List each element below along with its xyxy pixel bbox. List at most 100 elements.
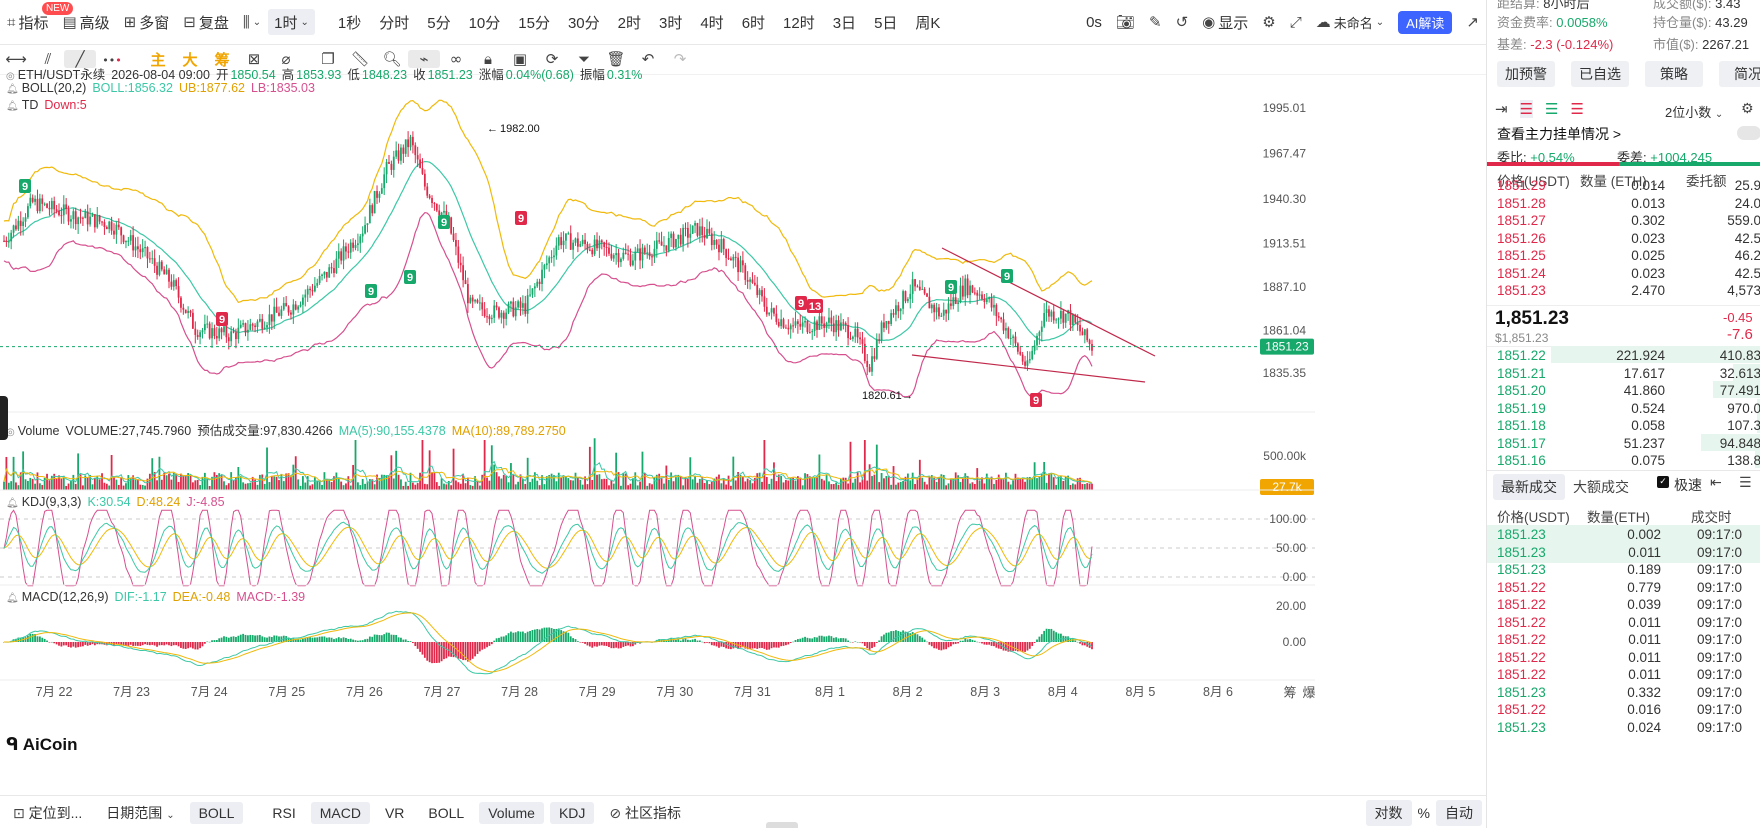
trade-row[interactable]: 1851.23 0.024 09:17:0 <box>1487 718 1760 738</box>
more-tools[interactable]: ••• <box>96 51 128 68</box>
macd-legend[interactable]: 🔔︎ MACD(12,26,9) DIF:-1.17 DEA:-0.48 MACD:-1… <box>6 590 306 604</box>
view-asks-icon[interactable]: ☰ <box>1570 100 1584 118</box>
sort-icon[interactable]: ⇤ <box>1710 474 1722 491</box>
date-range-dropdown[interactable]: 日期范围 ⌄ <box>106 804 175 821</box>
orderbook-row[interactable]: 1851.24 0.023 42.5 <box>1487 264 1760 284</box>
interval-tab[interactable]: 3时 <box>659 14 683 32</box>
volume-button[interactable]: Volume <box>479 801 544 824</box>
trade-filter-icon[interactable]: ☰ <box>1739 474 1752 491</box>
orderbook-row[interactable]: 1851.28 0.013 24.0 <box>1487 194 1760 214</box>
boll-sub-button[interactable]: BOLL <box>428 804 465 821</box>
interval-tab[interactable]: 1时 ⌄ <box>268 9 315 35</box>
trade-row[interactable]: 1851.23 0.011 09:17:0 <box>1487 542 1760 563</box>
settings-button[interactable]: ⚙ <box>1255 0 1282 44</box>
interval-tab[interactable]: 分时 <box>379 14 410 32</box>
parallel-line-tool[interactable]: ⫽ <box>32 50 64 68</box>
scroll-handle[interactable] <box>766 822 798 828</box>
redo-tool[interactable]: ↷ <box>664 50 696 68</box>
filter-tool[interactable]: ⏷ <box>568 50 600 68</box>
interval-tab[interactable]: 6时 <box>741 14 766 32</box>
eraser-tool[interactable]: ⌀ <box>270 50 302 68</box>
view-split-icon[interactable]: ☰ <box>1519 100 1534 118</box>
interval-tab[interactable]: 15分 <box>518 14 550 32</box>
rsi-button[interactable]: RSI <box>272 804 296 821</box>
interval-tab[interactable]: 12时 <box>783 14 815 32</box>
advanced-button[interactable]: ▤ 高级 <box>62 13 110 32</box>
orderbook-row[interactable]: 1851.18 0.058 107.3 <box>1487 416 1760 436</box>
view-both-icon[interactable]: ⇥ <box>1495 100 1508 118</box>
boll-legend[interactable]: 🔔︎ BOLL(20,2) BOLL:1856.32 UB:1877.62 LB:183… <box>6 81 315 95</box>
locate-button[interactable]: ⊡ 定位到... <box>13 804 83 822</box>
watchlist-button[interactable]: 已自选 <box>1571 61 1629 87</box>
trade-row[interactable]: 1851.22 0.011 09:17:0 <box>1487 630 1760 650</box>
orderbook-row[interactable]: 1851.19 0.524 970.0 <box>1487 398 1760 419</box>
interval-tab[interactable]: 2时 <box>617 14 641 32</box>
trend-line-tool[interactable]: ╱ <box>64 50 96 68</box>
td-legend[interactable]: 🔔︎ TD Down:5 <box>6 98 87 112</box>
strategy-button[interactable]: 策略 <box>1645 61 1703 87</box>
ob-header-qty[interactable]: 数量 (ETH) ⌄ <box>1580 174 1659 189</box>
undo-tool[interactable]: ↶ <box>632 50 664 68</box>
cross-tool[interactable]: ⊠ <box>238 50 270 68</box>
depth-toggle[interactable] <box>1737 126 1760 140</box>
horizontal-line-tool[interactable]: ⟷ <box>0 50 32 68</box>
chart-type-dropdown[interactable]: ⫼ ⌄ <box>236 0 268 44</box>
volume-legend[interactable]: ◎ Volume VOLUME:27,745.7960 预估成交量:97,830.42… <box>6 424 566 438</box>
zoom-tool[interactable]: 🔍︎ <box>376 50 408 68</box>
community-indicator-button[interactable]: ⊘ 社区指标 <box>609 804 682 822</box>
delete-tool[interactable]: 🗑︎ <box>600 50 632 68</box>
trade-row[interactable]: 1851.22 0.779 09:17:0 <box>1487 578 1760 598</box>
interval-tab[interactable]: 30分 <box>567 14 600 32</box>
lock-tool[interactable]: 🔒︎ <box>472 50 504 68</box>
sync-tool[interactable]: ⟳ <box>536 50 568 68</box>
trade-row[interactable]: 1851.23 0.002 09:17:0 <box>1487 525 1760 545</box>
interval-tab[interactable]: 5分 <box>427 14 451 32</box>
orderbook-row[interactable]: 1851.27 0.302 559.0 <box>1487 211 1760 231</box>
tab-latest-trades[interactable]: 最新成交 <box>1493 474 1565 500</box>
orderbook-row[interactable]: 1851.20 41.860 77.491 <box>1487 381 1760 401</box>
bottom-boll-button[interactable]: BOLL <box>189 801 244 824</box>
screenshot-button[interactable]: 📷︎ <box>1109 0 1142 44</box>
interval-tab[interactable]: 4时 <box>700 14 724 32</box>
main-force-tool[interactable]: 主 <box>150 51 166 69</box>
overview-button[interactable]: 简况 <box>1719 61 1760 87</box>
vr-button[interactable]: VR <box>384 804 405 821</box>
decimal-dropdown[interactable]: 2位小数 ⌄ <box>1665 105 1724 120</box>
orderbook-row[interactable]: 1851.22 221.924 410.83 <box>1487 346 1760 366</box>
chips-tool[interactable]: 筹 <box>214 51 230 69</box>
fast-checkbox[interactable]: ✓ <box>1657 476 1669 488</box>
percent-button[interactable]: % <box>1417 804 1430 821</box>
magnet-tool[interactable]: ⌁ <box>408 50 440 68</box>
kdj-legend[interactable]: 🔔︎ KDJ(9,3,3) K:30.54 D:48.24 J:-4.85 <box>6 495 225 509</box>
multi-window-button[interactable]: ⊞ 多窗 <box>123 13 170 32</box>
collapse-handle[interactable] <box>0 396 8 440</box>
ob-settings-icon[interactable]: ⚙ <box>1741 100 1754 117</box>
undo-draw-button[interactable]: ↺ <box>1169 0 1196 44</box>
orderbook-row[interactable]: 1851.26 0.023 42.5 <box>1487 229 1760 249</box>
alert-button[interactable]: 加预警 <box>1497 61 1555 87</box>
interval-tab[interactable]: 1秒 <box>337 14 362 32</box>
trade-row[interactable]: 1851.22 0.039 09:17:0 <box>1487 595 1760 615</box>
orderbook-row[interactable]: 1851.25 0.025 46.2 <box>1487 246 1760 266</box>
ai-interpret-button[interactable]: AI解读 <box>1391 0 1459 44</box>
trade-row[interactable]: 1851.23 0.332 09:17:0 <box>1487 683 1760 703</box>
tab-large-trades[interactable]: 大额成交 <box>1573 479 1629 495</box>
link-tool[interactable]: ∞ <box>440 50 472 68</box>
copy-tool[interactable]: ❐ <box>312 50 344 68</box>
replay-button[interactable]: ⊟ 复盘 <box>183 13 229 32</box>
view-bids-icon[interactable]: ☰ <box>1545 100 1559 118</box>
display-button[interactable]: ◉ 显示 <box>1202 13 1249 32</box>
interval-tab[interactable]: 10分 <box>468 14 501 32</box>
interval-tab[interactable]: 5日 <box>874 14 898 32</box>
draw-button[interactable]: ✎ <box>1142 0 1169 44</box>
auto-scale-button[interactable]: 自动 <box>1436 799 1482 826</box>
interval-tab[interactable]: 3日 <box>832 14 857 32</box>
trade-row[interactable]: 1851.22 0.016 09:17:0 <box>1487 700 1760 720</box>
orderbook-row[interactable]: 1851.23 2.470 4,573 <box>1487 281 1760 301</box>
ob-header-total[interactable]: 委托额 <box>1686 174 1727 189</box>
indicator-button[interactable]: ⌗ 指标 <box>7 13 49 32</box>
kdj-button[interactable]: KDJ <box>549 801 595 824</box>
share-button[interactable]: ↗ <box>1459 0 1486 44</box>
depth-link[interactable]: 查看主力挂单情况 > <box>1497 126 1622 142</box>
